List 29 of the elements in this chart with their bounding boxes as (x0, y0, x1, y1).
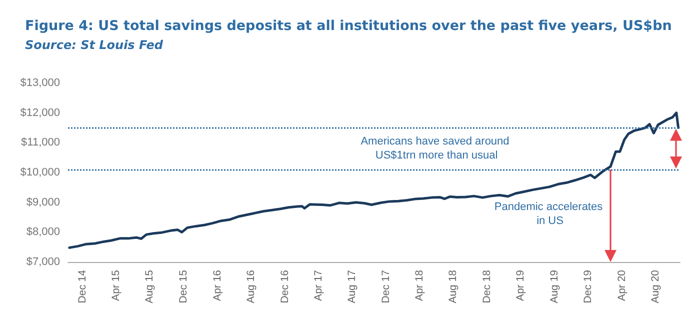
y-tick-label: $11,000 (21, 136, 60, 149)
chart-subtitle: Source: St Louis Fed (25, 38, 164, 52)
y-tick-label: $8,000 (26, 226, 60, 238)
x-tick-label: Dec 16 (278, 270, 291, 304)
x-tick-label: Dec 17 (380, 270, 392, 304)
x-tick-label: Apr 19 (514, 270, 526, 301)
y-tick-label: $9,000 (26, 196, 60, 208)
x-tick-label: Apr 15 (110, 270, 122, 301)
x-tick-label: Aug 15 (144, 270, 156, 304)
x-tick-label: Aug 17 (346, 270, 358, 304)
x-tick-label: Aug 19 (548, 270, 560, 304)
x-tick-label: Apr 18 (413, 270, 426, 301)
x-tick-label: Apr 17 (312, 270, 324, 301)
y-tick-label: $13,000 (20, 77, 60, 89)
x-tick-label: Dec 18 (480, 270, 493, 304)
annotation: Americans have saved around US$1trn more than usual (360, 136, 510, 162)
x-tick-label: Dec 15 (177, 270, 190, 304)
x-tick-label: Dec 14 (76, 270, 88, 304)
x-tick-label: Apr 16 (211, 270, 224, 301)
x-tick-label: Aug 18 (447, 270, 460, 304)
annotation: Pandemic accelerates in US (494, 201, 604, 227)
y-tick-label: $10,000 (20, 166, 60, 178)
x-tick-label: Dec 19 (582, 270, 594, 304)
x-tick-label: Aug 20 (650, 270, 662, 304)
x-tick-label: Apr 20 (616, 270, 628, 301)
x-tick-label: Aug 16 (245, 270, 258, 304)
y-tick-label: $7,000 (26, 256, 60, 268)
y-tick-label: $12,000 (20, 106, 60, 119)
chart-title: Figure 4: US total savings deposits at all institutions over the past five years, US$bn (25, 18, 672, 34)
